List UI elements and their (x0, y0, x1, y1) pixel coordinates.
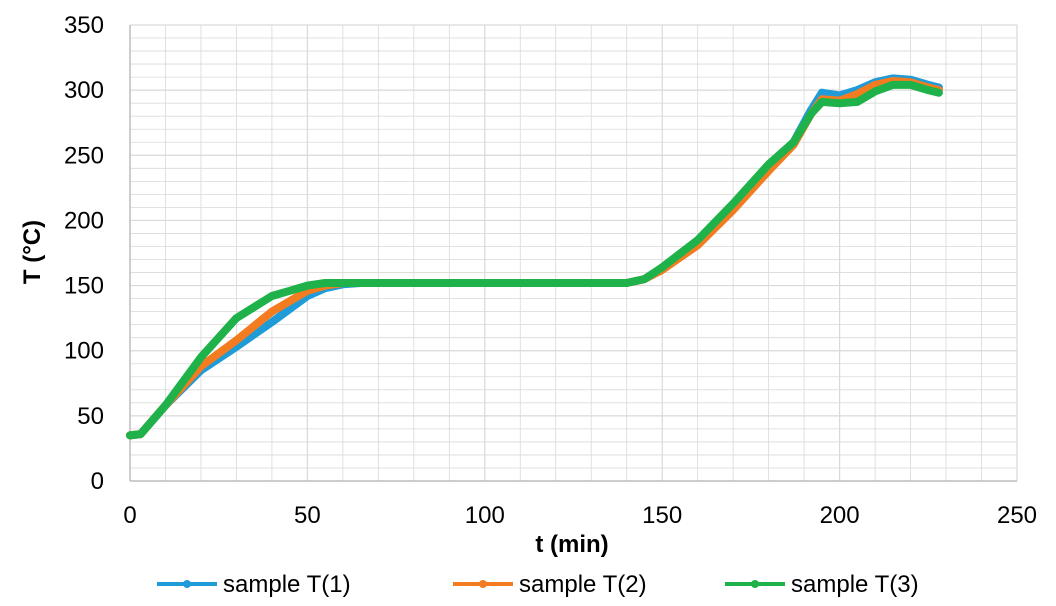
x-tick-label: 50 (294, 502, 321, 529)
series-line-2 (126, 77, 943, 440)
y-axis-ticks: 0 50 100 150 200 250 300 350 (64, 12, 104, 495)
legend-swatch-marker (183, 580, 191, 588)
gridlines (129, 24, 1018, 482)
y-tick-label: 300 (64, 77, 104, 104)
x-tick-label: 0 (123, 502, 136, 529)
legend: sample T(1) sample T(2) sample T(3) (157, 571, 919, 598)
x-axis-ticks: 0 50 100 150 200 250 (123, 502, 1037, 529)
y-tick-label: 150 (64, 273, 104, 300)
plot-area (129, 25, 1017, 482)
series-line-1 (126, 74, 943, 440)
y-axis-label: T (°C) (19, 220, 46, 284)
series-lines (126, 74, 943, 440)
y-tick-label: 350 (64, 12, 104, 39)
y-tick-label: 250 (64, 142, 104, 169)
y-tick-label: 50 (77, 403, 104, 430)
x-tick-label: 150 (642, 502, 682, 529)
x-tick-label: 100 (465, 502, 505, 529)
legend-label: sample T(3) (791, 571, 919, 598)
legend-swatch-marker (479, 580, 487, 588)
legend-label: sample T(1) (223, 571, 351, 598)
x-tick-label: 250 (997, 502, 1037, 529)
legend-swatch-marker (751, 580, 759, 588)
y-tick-label: 100 (64, 338, 104, 365)
legend-label: sample T(2) (519, 571, 647, 598)
y-tick-label: 200 (64, 207, 104, 234)
x-axis-label: t (min) (535, 531, 608, 558)
series-line-3 (126, 80, 943, 440)
x-tick-label: 200 (820, 502, 860, 529)
y-tick-label: 0 (91, 468, 104, 495)
